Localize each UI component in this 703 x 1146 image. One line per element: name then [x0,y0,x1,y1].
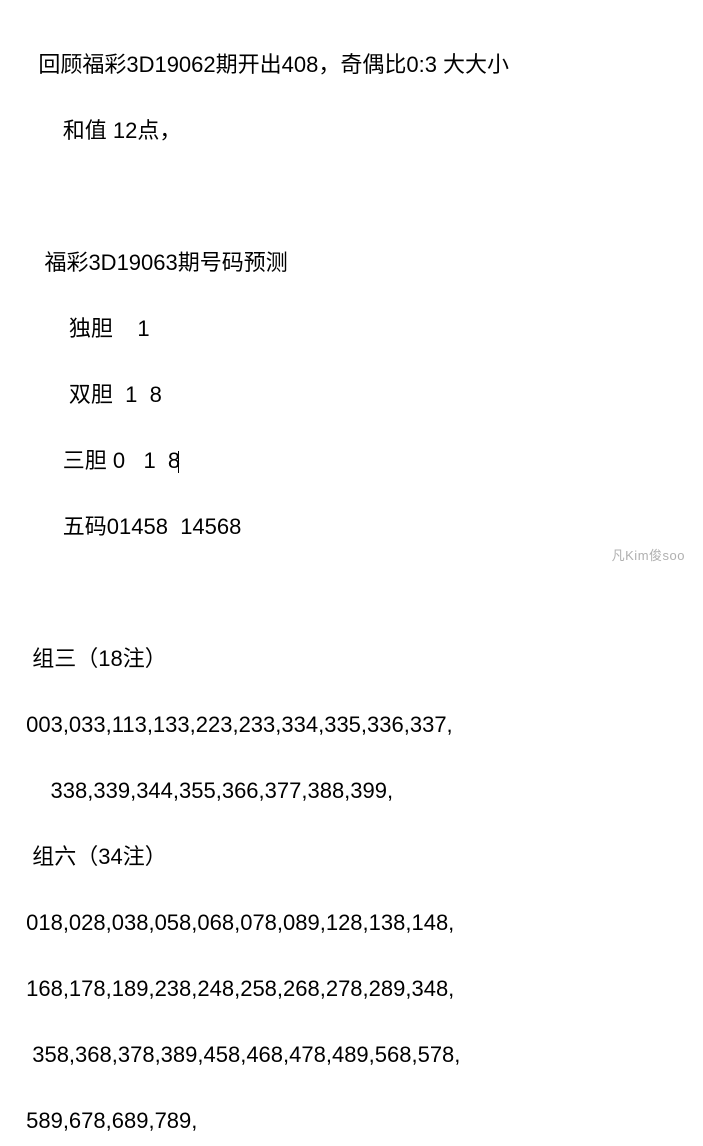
blank-line [20,180,688,213]
group6-title: 组六（34注） [20,840,688,873]
review-line-2: 和值 12点， [20,114,688,147]
review-line-1: 回顾福彩3D19062期开出408，奇偶比0:3 大大小 [20,48,688,81]
weibo-watermark: 凡Kim俊soo [612,546,685,566]
group6-row2: 168,178,189,238,248,258,268,278,289,348, [20,972,688,1005]
group6-row4: 589,678,689,789, [20,1104,688,1137]
forecast-title: 福彩3D19063期号码预测 [20,246,688,279]
forecast-sandan: 三胆 0 1 8 [20,444,688,477]
group3-row2: 338,339,344,355,366,377,388,399, [20,774,688,807]
group6-row1: 018,028,038,058,068,078,089,128,138,148, [20,906,688,939]
forecast-dudan: 独胆 1 [20,312,688,345]
group3-title: 组三（18注） [20,642,688,675]
blank-line-2 [20,576,688,609]
lottery-text-content: 回顾福彩3D19062期开出408，奇偶比0:3 大大小 和值 12点， 福彩3… [20,15,688,1146]
group3-row1: 003,033,113,133,223,233,334,335,336,337, [20,708,688,741]
forecast-shuangdan: 双胆 1 8 [20,378,688,411]
group6-row3: 358,368,378,389,458,468,478,489,568,578, [20,1038,688,1071]
text-cursor [178,451,179,473]
forecast-wuma: 五码01458 14568 [20,510,688,543]
